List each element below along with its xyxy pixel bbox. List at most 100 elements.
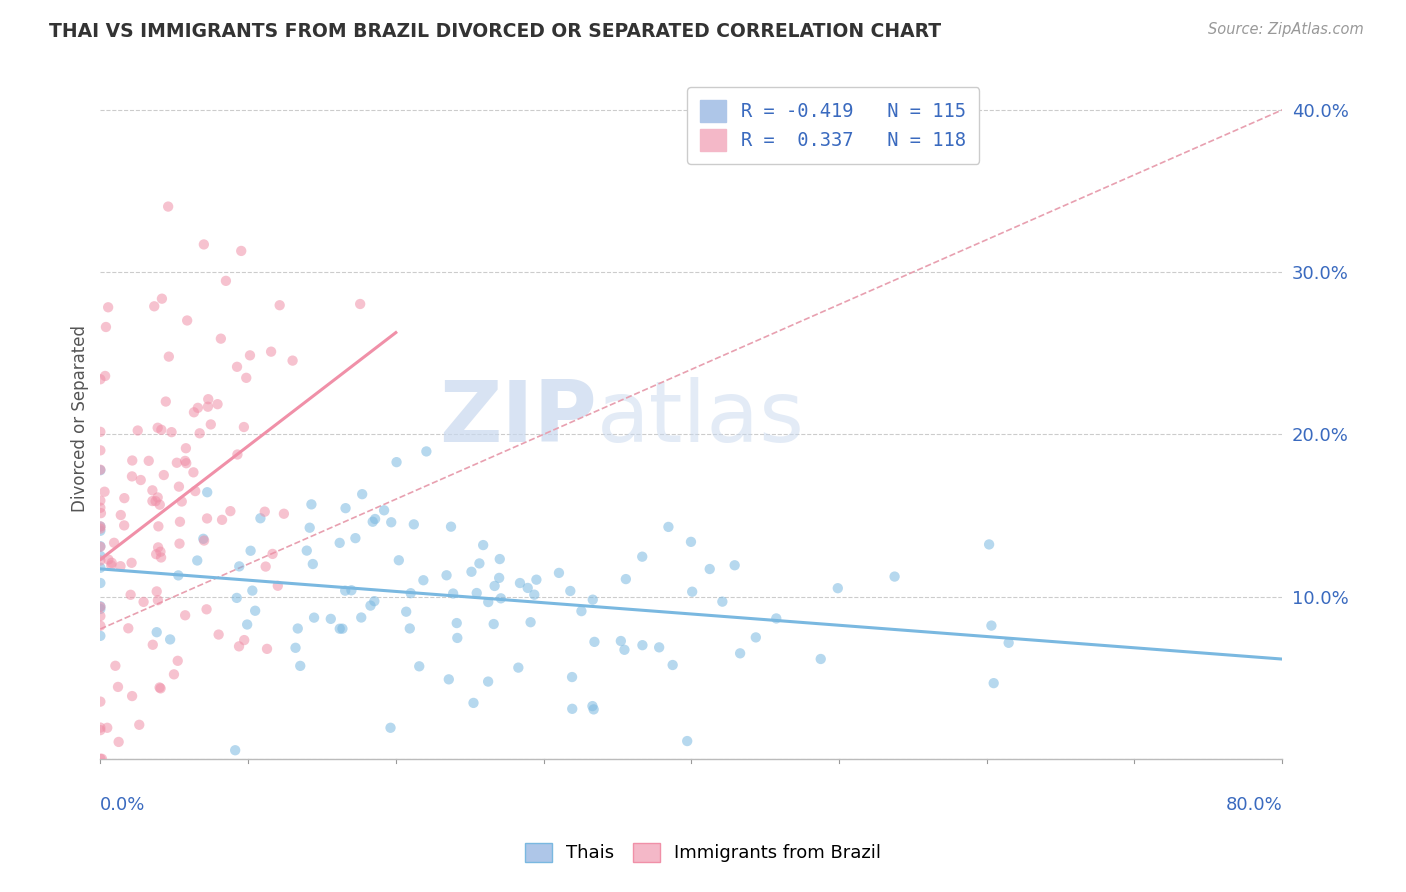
Point <box>235 371 257 385</box>
Text: ZIP: ZIP <box>439 376 596 459</box>
Point <box>827 581 849 595</box>
Point <box>157 350 180 364</box>
Point <box>149 681 172 695</box>
Point <box>90 752 112 766</box>
Point <box>89 695 111 709</box>
Point <box>519 615 541 630</box>
Point <box>89 721 111 735</box>
Point <box>676 734 699 748</box>
Point <box>295 543 318 558</box>
Point <box>150 423 173 437</box>
Point <box>482 617 505 632</box>
Point <box>509 576 531 591</box>
Point <box>408 659 430 673</box>
Point <box>332 622 354 636</box>
Point <box>388 553 411 567</box>
Point <box>983 676 1005 690</box>
Point <box>174 454 197 468</box>
Point <box>883 569 905 583</box>
Point <box>174 608 197 623</box>
Point <box>360 599 382 613</box>
Point <box>89 493 111 508</box>
Point <box>226 448 249 462</box>
Point <box>224 743 246 757</box>
Point <box>167 480 190 494</box>
Text: THAI VS IMMIGRANTS FROM BRAZIL DIVORCED OR SEPARATED CORRELATION CHART: THAI VS IMMIGRANTS FROM BRAZIL DIVORCED … <box>49 22 942 41</box>
Point <box>373 503 395 517</box>
Point <box>631 638 654 652</box>
Point <box>977 537 1000 551</box>
Point <box>352 487 374 501</box>
Point <box>614 572 637 586</box>
Point <box>239 348 262 362</box>
Point <box>152 468 174 483</box>
Point <box>468 557 491 571</box>
Point <box>560 584 582 599</box>
Point <box>120 588 142 602</box>
Point <box>225 591 247 605</box>
Point <box>193 237 215 252</box>
Point <box>249 511 271 525</box>
Point <box>287 622 309 636</box>
Point <box>112 491 135 505</box>
Point <box>582 592 605 607</box>
Point <box>146 491 169 505</box>
Text: 0.0%: 0.0% <box>100 797 146 814</box>
Point <box>163 667 186 681</box>
Point <box>186 553 208 567</box>
Point <box>89 540 111 554</box>
Point <box>197 392 219 407</box>
Point <box>174 442 197 456</box>
Point <box>89 602 111 616</box>
Text: atlas: atlas <box>596 376 804 459</box>
Point <box>526 573 548 587</box>
Point <box>89 539 111 553</box>
Point <box>183 466 205 480</box>
Point <box>488 552 510 566</box>
Point <box>657 520 679 534</box>
Point <box>711 594 734 608</box>
Point <box>90 506 112 520</box>
Point <box>110 508 132 522</box>
Point <box>477 595 499 609</box>
Point <box>472 538 495 552</box>
Point <box>104 658 127 673</box>
Point <box>299 497 322 511</box>
Point <box>699 562 721 576</box>
Point <box>193 533 215 548</box>
Point <box>415 444 437 458</box>
Point <box>364 512 387 526</box>
Point <box>980 618 1002 632</box>
Point <box>329 622 352 636</box>
Point <box>146 593 169 607</box>
Point <box>681 584 703 599</box>
Point <box>89 549 111 563</box>
Point <box>516 581 538 595</box>
Point <box>488 571 510 585</box>
Point <box>100 556 122 570</box>
Point <box>269 298 291 312</box>
Point <box>170 494 193 508</box>
Point <box>724 558 747 573</box>
Point <box>141 483 163 498</box>
Legend: R = -0.419   N = 115, R =  0.337   N = 118: R = -0.419 N = 115, R = 0.337 N = 118 <box>688 87 980 164</box>
Point <box>465 586 488 600</box>
Point <box>745 631 768 645</box>
Point <box>89 599 111 614</box>
Point <box>236 617 259 632</box>
Point <box>215 274 238 288</box>
Point <box>613 642 636 657</box>
Point <box>193 532 215 546</box>
Point <box>121 556 143 570</box>
Point <box>489 591 512 606</box>
Point <box>129 473 152 487</box>
Point <box>340 583 363 598</box>
Point <box>548 566 571 580</box>
Point <box>219 504 242 518</box>
Point <box>290 659 312 673</box>
Point <box>361 515 384 529</box>
Point <box>363 594 385 608</box>
Point <box>89 609 111 624</box>
Point <box>107 735 129 749</box>
Point <box>195 511 218 525</box>
